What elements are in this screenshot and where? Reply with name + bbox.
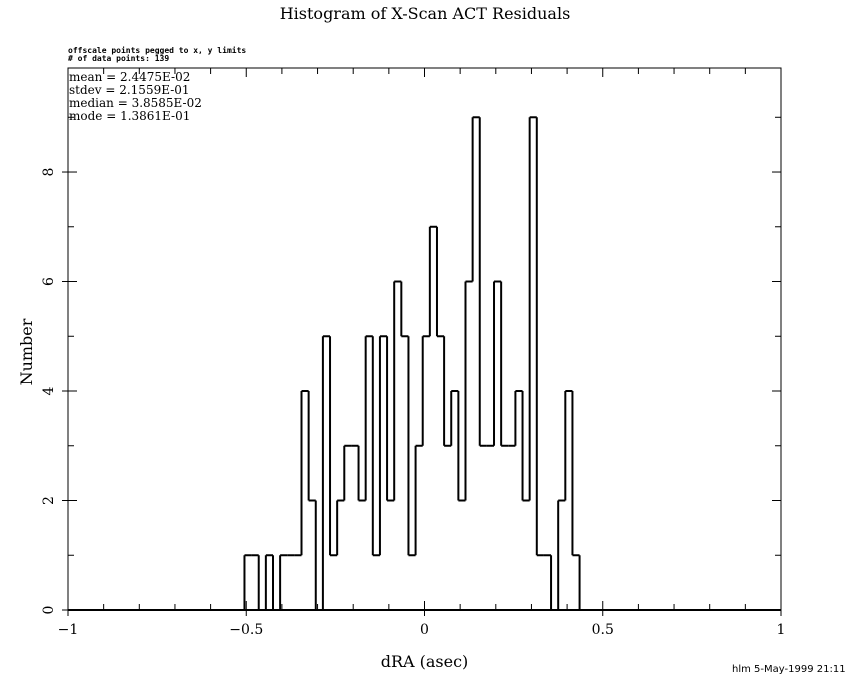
data-points-note: # of data points: 139 [68, 54, 170, 63]
x-tick-label: 1 [777, 622, 786, 638]
offscale-note: offscale points pegged to x, y limits [68, 46, 247, 55]
stat-mean: mean = 2.4475E-02 [69, 70, 191, 84]
y-axis-label: Number [17, 318, 36, 385]
y-tick-label: 8 [41, 168, 57, 177]
x-tick-label: 0.5 [592, 622, 614, 638]
x-tick-label: −0.5 [229, 622, 263, 638]
y-tick-label: 4 [41, 386, 57, 395]
stat-stdev: stdev = 2.1559E-01 [69, 83, 190, 97]
y-tick-label: 6 [41, 277, 57, 286]
plot-frame [67, 67, 782, 611]
y-tick-label: 0 [41, 606, 57, 615]
chart-title: Histogram of X-Scan ACT Residuals [279, 4, 571, 23]
footer-stamp: hlm 5-May-1999 21:11 [732, 664, 846, 675]
x-tick-label: 0 [420, 622, 429, 638]
stat-mode: mode = 1.3861E-01 [69, 109, 191, 123]
stat-median: median = 3.8585E-02 [69, 96, 202, 110]
x-tick-label: −1 [58, 622, 79, 638]
x-axis-label: dRA (asec) [381, 652, 469, 671]
y-tick-label: 2 [41, 496, 57, 505]
